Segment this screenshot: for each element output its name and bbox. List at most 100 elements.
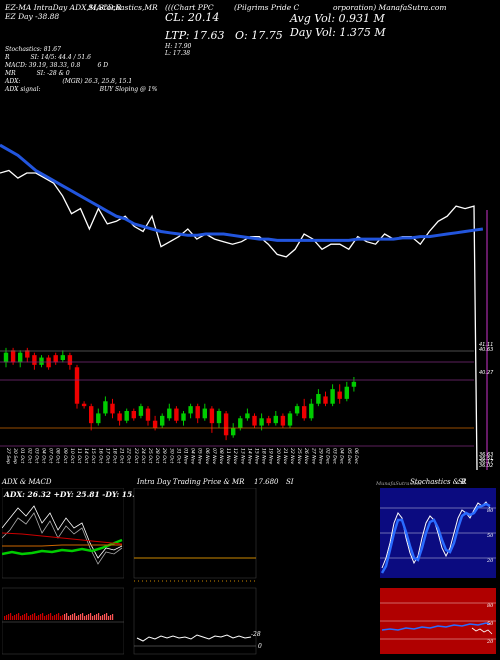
price-level-lines — [0, 350, 474, 447]
candle-body — [18, 352, 23, 363]
date-label: 06 Dec — [353, 448, 359, 465]
ltp-price: LTP: 17.63 — [165, 29, 225, 42]
indicator-block: Stochastics: 81.67 R SI: 14/5: 44.4 / 51… — [5, 46, 157, 94]
adx-signal-label: ADX signal: — [5, 86, 41, 93]
mr-zero: 0 — [258, 643, 262, 650]
macd-direction: 6 D — [97, 62, 109, 69]
ma-line — [0, 143, 484, 242]
stoch-d-line — [380, 502, 491, 574]
candle-body — [294, 406, 300, 414]
date-label: 03 Oct — [33, 448, 39, 463]
candle-body — [103, 401, 108, 414]
candle-body — [53, 355, 58, 363]
moving-average-layer — [0, 143, 484, 471]
macd-bar — [108, 616, 110, 620]
mr-si-value: SI: -28 & 0 — [36, 70, 70, 77]
date-label: 16 Oct — [97, 448, 103, 463]
stochastics-value: Stochastics: 81.67 — [5, 46, 61, 53]
candle-body — [309, 403, 314, 419]
date-axis-labels: 27 Sep 30 Sep 01 Oct 02 Oct 03 Oct 04 Oct 07 O… — [5, 448, 359, 465]
macd-bar — [68, 616, 70, 620]
stoch-title: Stochastics & R — [410, 478, 467, 486]
macd-bar — [90, 613, 92, 620]
candle-body — [273, 415, 278, 424]
date-label: 30 Oct — [168, 448, 174, 463]
date-label: 19 Nov — [268, 448, 274, 465]
candle-body — [280, 415, 286, 426]
date-label: 21 Nov — [282, 448, 288, 465]
r-label: R — [5, 54, 10, 61]
si-tick-50: 50 — [487, 621, 494, 627]
header-col1: EZ-MA IntraDay ADX,MACD,R EZ Day -38.88 — [5, 3, 121, 21]
macd-bar — [74, 613, 76, 620]
adx-line-0 — [2, 505, 123, 559]
candle-body — [351, 381, 357, 387]
candle-body — [266, 418, 271, 424]
macd-histogram — [2, 613, 124, 623]
candle-body — [167, 408, 172, 419]
date-label: 15 Oct — [90, 448, 96, 463]
macd-bar — [12, 616, 14, 620]
adx-values: ADX: 26.32 +DY: 25.81 -DY: 15.05 — [4, 490, 146, 499]
candle-body — [181, 413, 186, 421]
macd-bar — [92, 616, 94, 620]
macd-bar — [50, 613, 52, 620]
candle-body — [223, 413, 229, 436]
macd-bar — [38, 615, 40, 620]
indicator-list: SI,Stochastics,MR — [88, 3, 158, 12]
date-label: 01 Oct — [19, 448, 25, 463]
date-label: 06 Nov — [204, 448, 210, 465]
candle-body — [330, 389, 335, 404]
candle-body — [252, 415, 257, 426]
candle-body — [89, 406, 94, 424]
price-label: 36.02 — [479, 463, 493, 469]
macd-bar — [32, 614, 34, 620]
date-label: 11 Oct — [76, 448, 82, 463]
macd-bar — [80, 614, 82, 620]
candle-body — [110, 403, 115, 414]
candle-body — [3, 352, 9, 363]
adx-macd-panel: ADX & MACD ADX: 26.32 +DY: 25.81 -DY: 15… — [2, 478, 145, 656]
date-label: 22 Nov — [289, 448, 295, 465]
adx-line-1 — [2, 512, 123, 565]
ez-day: EZ Day -38.88 — [5, 12, 60, 21]
candle-body — [174, 408, 179, 421]
header-col4b: orporation) ManafaSutra.com — [333, 3, 447, 12]
adx-line-4 — [2, 532, 123, 545]
price-label: 41.11 — [479, 342, 493, 348]
si-line — [381, 622, 491, 631]
macd-bar — [62, 615, 64, 620]
candle-body — [245, 413, 250, 419]
stochastics-panel: Stochastics & R SI 80 50 20 80 50 20 — [376, 478, 498, 656]
candle-body — [316, 394, 321, 404]
high-price: H: 17.90 — [165, 43, 192, 50]
macd-bar — [98, 613, 100, 620]
macd-bar — [22, 615, 24, 620]
candle-body — [96, 413, 101, 424]
price-label: 36.63 — [479, 452, 493, 458]
date-label: 24 Oct — [140, 448, 146, 463]
date-label: 21 Oct — [119, 448, 125, 463]
price-label: 40.63 — [479, 347, 493, 353]
adx-label: ADX: — [5, 78, 21, 85]
date-label: 14 Oct — [83, 448, 89, 463]
date-label: 04 Dec — [339, 448, 345, 465]
macd-bar — [4, 616, 6, 620]
date-label: 18 Nov — [261, 448, 267, 465]
macd-bar — [10, 613, 12, 620]
si-white-line — [471, 627, 493, 635]
macd-bar — [24, 614, 26, 620]
date-label: 31 Oct — [175, 448, 181, 463]
header-col2: SI,Stochastics,MR — [88, 3, 158, 12]
candle-body — [323, 396, 328, 404]
mr-line — [136, 634, 252, 642]
intraday-title: Intra Day Trading Price & MR — [137, 478, 245, 486]
candle-body — [60, 355, 65, 360]
macd-bar — [72, 614, 74, 620]
candle-body — [238, 418, 243, 428]
macd-bar — [94, 615, 96, 620]
macd-bar — [52, 616, 54, 620]
date-label: 07 Oct — [48, 448, 54, 463]
si-value: SI: 14/5: 44.4 / 51.6 — [30, 54, 91, 61]
macd-bar — [84, 616, 86, 620]
